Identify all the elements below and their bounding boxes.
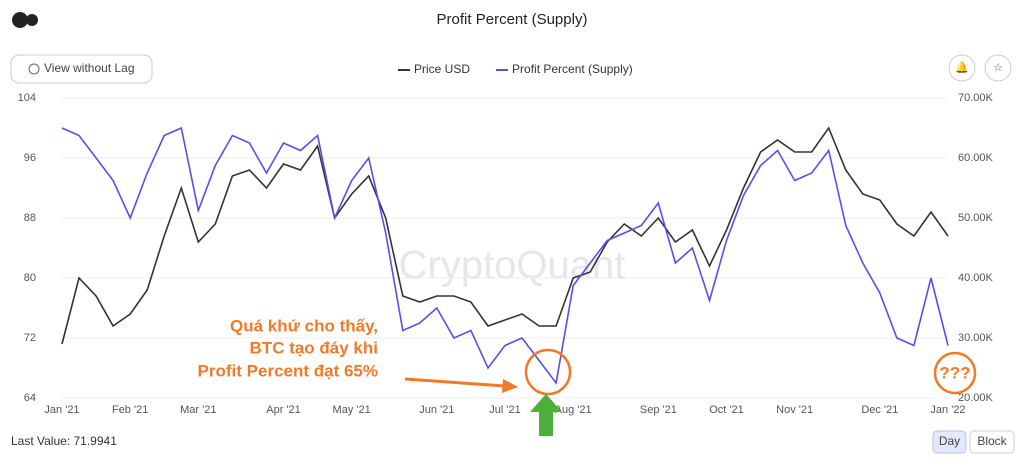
y-tick-label: 96 [24,152,36,164]
x-tick-label: Jun '21 [419,404,454,416]
highlight-circle [933,351,977,395]
alert-button[interactable] [948,54,976,82]
clock-icon [28,63,40,75]
bell-icon: 🔔 [955,61,969,74]
x-tick-label: Jan '21 [44,404,79,416]
legend-label: Price USD [414,62,470,76]
series-line [61,126,949,345]
annotation-line: Quá khứ cho thấy, [230,316,378,335]
y-tick-label: 88 [24,212,36,224]
arrowhead [502,379,518,393]
y-tick-label: 80 [24,272,36,284]
annotation: Quá khứ cho thấy, BTC tạo đáy khi Profit… [198,316,977,436]
y2-tick-label: 60.00K [958,152,994,164]
x-tick-label: Aug '21 [555,404,592,416]
star-icon: ☆ [993,62,1003,74]
y-tick-label: 72 [24,332,36,344]
lag-button[interactable] [10,54,153,84]
last-value: Last Value: 71.9941 [11,434,117,448]
x-tick-label: Feb '21 [112,404,148,416]
y2-tick-label: 50.00K [958,212,994,224]
plot: 64 72 80 88 96 104 20.00K 30.00K 40.00K 50.00K 60.… [18,92,994,416]
day-label[interactable]: Day [939,434,960,448]
x-tick-label: Dec '21 [861,404,898,416]
x-tick-label: Oct '21 [709,404,744,416]
up-arrow [530,394,562,436]
annotation-mark: ??? [939,363,970,382]
x-tick-label: May '21 [333,404,371,416]
arrow [404,377,506,388]
block-button[interactable] [969,430,1015,454]
watermark: CryptoQuant [399,244,626,288]
lag-button-label[interactable]: View without Lag [44,61,135,75]
y2-tick-label: 70.00K [958,92,994,104]
x-tick-label: Mar '21 [180,404,216,416]
logo [12,12,38,28]
day-button[interactable] [932,430,967,454]
x-tick-label: Nov '21 [776,404,813,416]
legend-label: Profit Percent (Supply) [512,62,633,76]
y-tick-label: 104 [18,92,36,104]
series-line [61,126,949,385]
annotation-line: Profit Percent đạt 65% [198,361,378,380]
y-tick-label: 64 [24,392,36,404]
chart-title: Profit Percent (Supply) [437,11,588,28]
x-tick-label: Sep '21 [640,404,677,416]
favorite-button[interactable] [984,54,1012,82]
annotation-line: BTC tạo đáy khi [250,338,378,357]
x-tick-label: Apr '21 [266,404,301,416]
y2-tick-label: 30.00K [958,332,994,344]
highlight-circle [524,348,572,396]
y2-tick-label: 40.00K [958,272,994,284]
x-tick-label: Jan '22 [930,404,965,416]
block-label[interactable]: Block [977,434,1007,448]
x-tick-label: Jul '21 [489,404,520,416]
y2-tick-label: 20.00K [958,392,994,404]
